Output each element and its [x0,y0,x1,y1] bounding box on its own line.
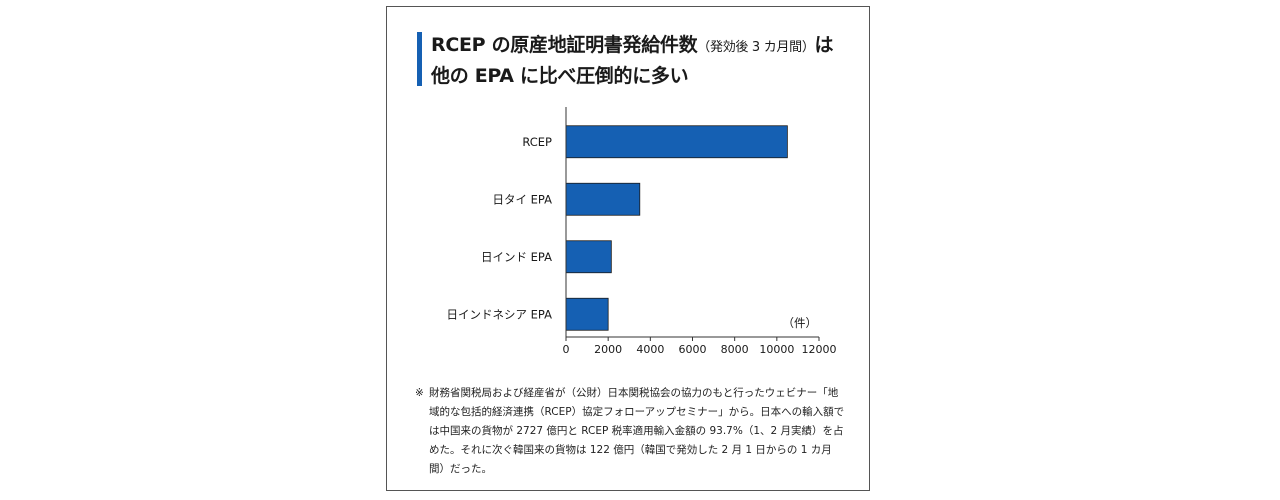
title-line2: 他の EPA に比べ圧倒的に多い [431,65,689,87]
x-tick-label: 6000 [679,343,707,356]
category-label: RCEP [522,135,552,149]
x-tick-label: 10000 [759,343,794,356]
x-tick-label: 8000 [721,343,749,356]
x-tick-label: 0 [563,343,570,356]
x-tick-label: 12000 [802,343,837,356]
bar [565,125,788,159]
title-accent-bar [417,32,422,86]
title-line1-end: は [814,34,834,56]
bar [565,182,641,216]
category-label: 日インドネシア EPA [447,307,553,321]
footnote-mark: ※ [415,387,424,399]
bar [565,240,612,274]
category-label: 日インド EPA [481,250,552,264]
category-label: 日タイ EPA [493,192,553,206]
footnote: ※ 財務省関税局および経産省が（公財）日本関税協会の協力のもと行ったウェビナー「… [415,384,845,479]
chart-title: RCEP の原産地証明書発給件数（発効後 3 カ月間）は 他の EPA に比べ圧… [431,31,861,90]
x-tick-label: 2000 [594,343,622,356]
x-tick-label: 4000 [636,343,664,356]
bar [565,297,609,331]
unit-label: （件） [783,316,818,330]
title-line1-main: RCEP の原産地証明書発給件数 [431,34,698,56]
footnote-text: 財務省関税局および経産省が（公財）日本関税協会の協力のもと行ったウェビナー「地域… [429,387,845,475]
title-line1-sub: （発効後 3 カ月間） [697,40,815,55]
figure-frame: RCEP の原産地証明書発給件数（発効後 3 カ月間）は 他の EPA に比べ圧… [386,6,870,491]
bar-chart: RCEP 日タイ EPA 日インド EPA 日インドネシア EPA 0 2000 4000 6… [447,107,837,356]
